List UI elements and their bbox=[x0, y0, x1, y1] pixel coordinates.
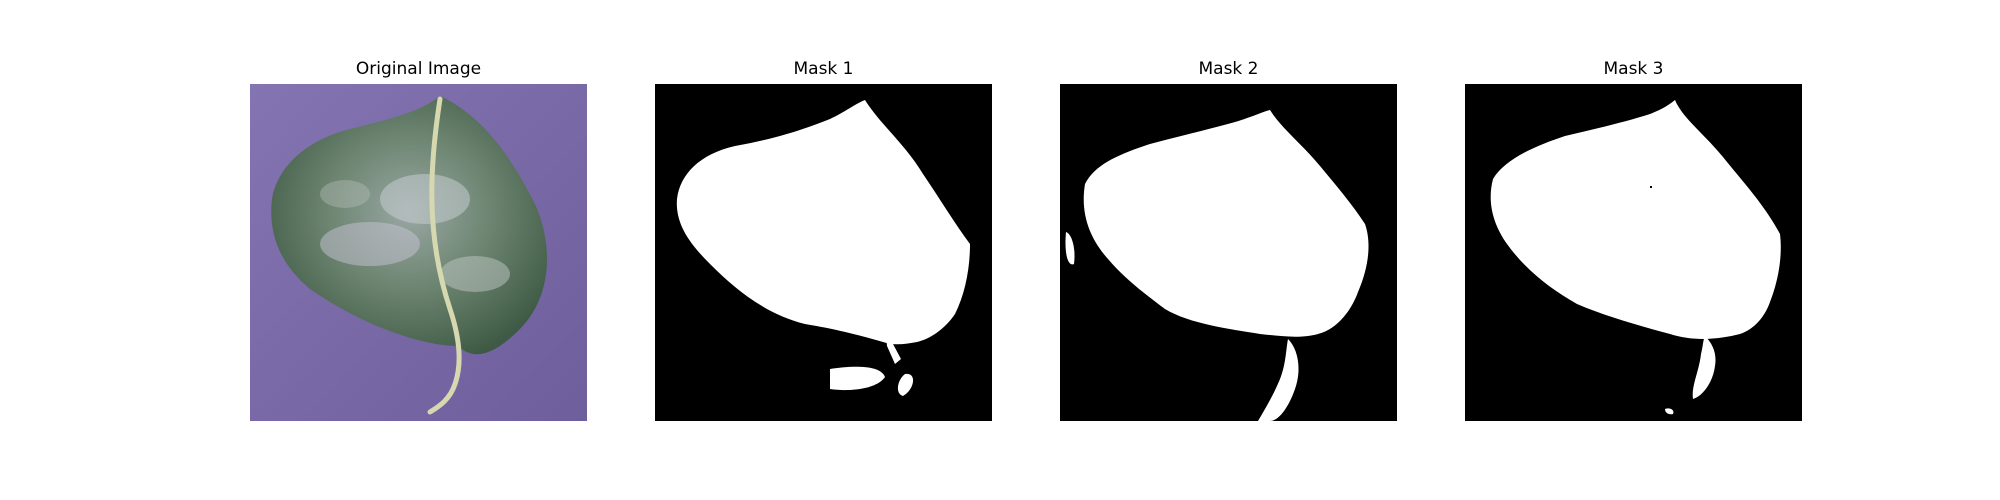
panel-original: Original Image bbox=[250, 0, 587, 500]
panel-title: Mask 2 bbox=[1198, 59, 1259, 79]
panel-title: Mask 3 bbox=[1603, 59, 1664, 79]
panel-title: Mask 1 bbox=[793, 59, 854, 79]
mask-image bbox=[655, 84, 992, 421]
mask-image bbox=[1465, 84, 1802, 421]
panel-mask-3: Mask 3 bbox=[1465, 0, 1802, 500]
mask-image bbox=[1060, 84, 1397, 421]
leaf-photo bbox=[250, 84, 587, 421]
panel-title: Original Image bbox=[355, 59, 482, 79]
panel-mask-2: Mask 2 bbox=[1060, 0, 1397, 500]
panel-mask-1: Mask 1 bbox=[655, 0, 992, 500]
